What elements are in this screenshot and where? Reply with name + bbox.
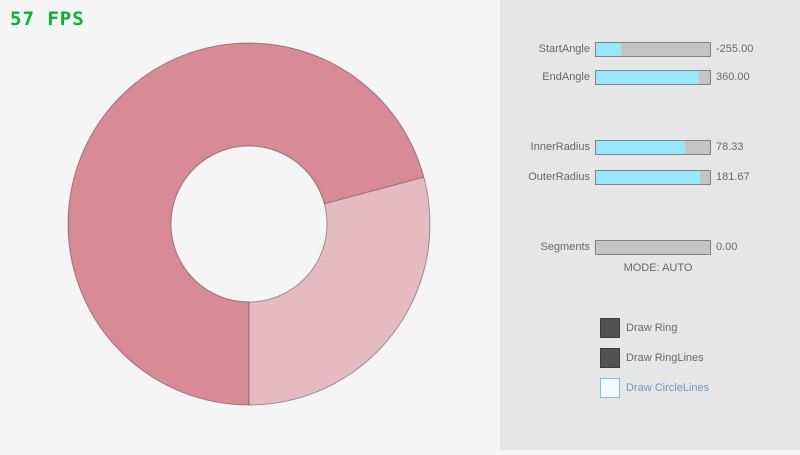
slider-row-endangle: EndAngle 360.00 (500, 69, 800, 85)
startangle-slider-fill (596, 42, 621, 56)
slider-row-outerradius: OuterRadius 181.67 (500, 169, 800, 185)
innerradius-label: InnerRadius (530, 140, 590, 153)
checkbox-row-draw-ringlines: Draw RingLines (600, 348, 704, 368)
segments-slider[interactable] (595, 239, 711, 255)
ring-canvas (67, 42, 431, 406)
draw-ringlines-label: Draw RingLines (626, 352, 704, 364)
slider-row-segments: Segments 0.00 (500, 239, 800, 255)
draw-circlelines-label: Draw CircleLines (626, 382, 710, 394)
innerradius-slider[interactable] (595, 139, 711, 155)
innerradius-value: 78.33 (716, 141, 744, 153)
endangle-label: EndAngle (542, 70, 590, 83)
outerradius-slider[interactable] (595, 169, 711, 185)
slider-row-startangle: StartAngle -255.00 (500, 41, 800, 57)
outerradius-slider-fill (596, 170, 700, 184)
innerradius-slider-fill (596, 140, 686, 154)
fps-counter: 57 FPS (10, 8, 85, 30)
segments-label: Segments (540, 240, 590, 253)
slider-row-innerradius: InnerRadius 78.33 (500, 139, 800, 155)
ring-chart (67, 42, 431, 406)
endangle-slider-fill (596, 70, 699, 84)
draw-circlelines-checkbox[interactable] (600, 378, 620, 398)
draw-ringlines-checkbox[interactable] (600, 348, 620, 368)
checkbox-row-draw-ring: Draw Ring (600, 318, 677, 338)
startangle-value: -255.00 (716, 43, 754, 55)
endangle-value: 360.00 (716, 71, 750, 83)
segments-value: 0.00 (716, 241, 738, 253)
startangle-slider[interactable] (595, 41, 711, 57)
outerradius-value: 181.67 (716, 171, 750, 183)
checkbox-row-draw-circlelines: Draw CircleLines (600, 378, 709, 398)
outerradius-label: OuterRadius (528, 170, 590, 183)
endangle-slider[interactable] (595, 69, 711, 85)
mode-label: MODE: AUTO (623, 262, 693, 274)
draw-ring-checkbox[interactable] (600, 318, 620, 338)
startangle-label: StartAngle (538, 42, 590, 55)
draw-ring-label: Draw Ring (626, 322, 678, 334)
